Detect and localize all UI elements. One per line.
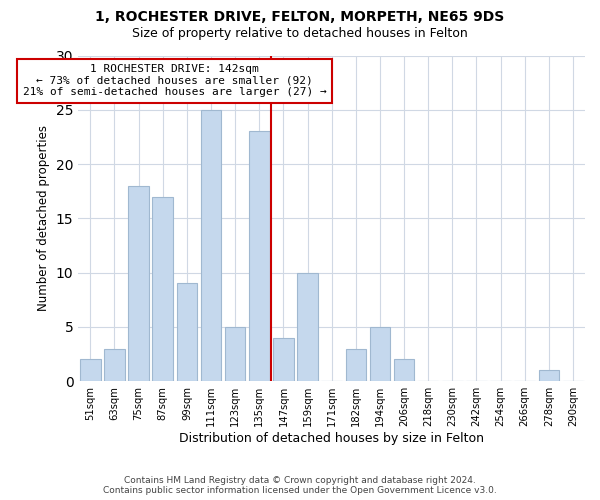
Bar — [346, 348, 366, 381]
Bar — [152, 196, 173, 381]
Bar — [273, 338, 293, 381]
Text: 1, ROCHESTER DRIVE, FELTON, MORPETH, NE65 9DS: 1, ROCHESTER DRIVE, FELTON, MORPETH, NE6… — [95, 10, 505, 24]
Bar — [176, 284, 197, 381]
Bar — [249, 132, 269, 381]
Y-axis label: Number of detached properties: Number of detached properties — [37, 126, 50, 312]
Text: 1 ROCHESTER DRIVE: 142sqm
← 73% of detached houses are smaller (92)
21% of semi-: 1 ROCHESTER DRIVE: 142sqm ← 73% of detac… — [23, 64, 326, 98]
X-axis label: Distribution of detached houses by size in Felton: Distribution of detached houses by size … — [179, 432, 484, 445]
Bar — [370, 327, 390, 381]
Text: Size of property relative to detached houses in Felton: Size of property relative to detached ho… — [132, 28, 468, 40]
Bar — [104, 348, 125, 381]
Bar — [394, 360, 414, 381]
Bar — [297, 272, 318, 381]
Bar — [128, 186, 149, 381]
Bar — [225, 327, 245, 381]
Bar — [80, 360, 101, 381]
Text: Contains HM Land Registry data © Crown copyright and database right 2024.
Contai: Contains HM Land Registry data © Crown c… — [103, 476, 497, 495]
Bar — [201, 110, 221, 381]
Bar — [539, 370, 559, 381]
